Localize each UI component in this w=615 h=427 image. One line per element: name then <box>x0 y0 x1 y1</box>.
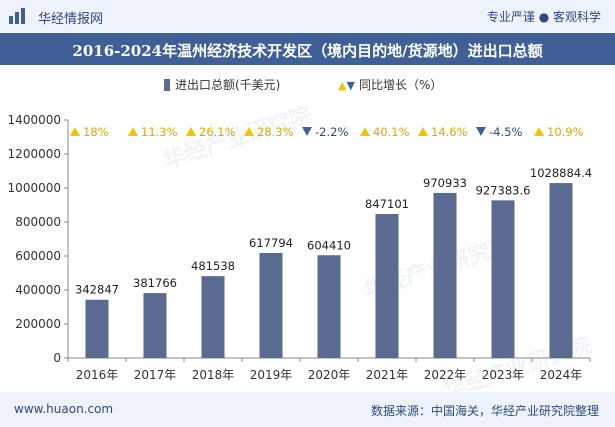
y-tick-label: 1000000 <box>8 181 61 195</box>
triangle-down-icon: ▼ <box>346 79 355 92</box>
y-tick-label: 1400000 <box>8 113 61 127</box>
bar-value-label: 847101 <box>365 197 409 211</box>
x-tick-label: 2016年 <box>76 368 119 382</box>
x-tick-label: 2018年 <box>192 368 235 382</box>
x-tick-label: 2017年 <box>134 368 177 382</box>
growth-label: 10.9% <box>547 125 584 139</box>
huajing-logo-icon <box>9 8 25 24</box>
y-tick-label: 400000 <box>15 283 61 297</box>
bar <box>259 252 283 358</box>
website-url: www.huaon.com <box>14 402 114 416</box>
bar <box>143 293 167 358</box>
x-tick-label: 2021年 <box>366 368 409 382</box>
y-tick-label: 0 <box>53 351 61 365</box>
y-tick-label: 1200000 <box>8 147 61 161</box>
legend-growth-label: 同比增长（%） <box>358 78 443 92</box>
y-tick-label: 600000 <box>15 249 61 263</box>
growth-label: -2.2% <box>315 125 348 139</box>
bar-value-label: 481538 <box>191 259 235 273</box>
data-source: 数据来源：中国海关，华经产业研究院整理 <box>370 404 599 418</box>
triangle-up-icon: ▲ <box>338 79 347 92</box>
bar-swatch-icon <box>164 79 170 91</box>
growth-up-marker <box>534 127 544 136</box>
growth-up-marker <box>418 127 428 136</box>
chart-title: 2016-2024年温州经济技术开发区（境内目的地/货源地）进出口总额 <box>72 42 543 60</box>
x-tick-label: 2020年 <box>308 368 351 382</box>
tagline: 专业严谨 ● 客观科学 <box>486 10 601 24</box>
y-tick-label: 800000 <box>15 215 61 229</box>
top-bar: 华经情报网 专业严谨 ● 客观科学 <box>0 0 615 33</box>
chart-legend: 进出口总额(千美元) ▲▼ 同比增长（%） <box>0 72 615 92</box>
legend-bar-label: 进出口总额(千美元) <box>175 78 281 92</box>
bar-value-label: 604410 <box>307 238 351 252</box>
y-tick-label: 200000 <box>15 317 61 331</box>
bar-value-label: 342847 <box>75 283 119 297</box>
growth-label: 40.1% <box>373 125 410 139</box>
bar-chart: 0 200000 400000 600000 800000 1000000 1200000 1… <box>8 113 593 382</box>
growth-label: 14.6% <box>431 125 468 139</box>
title-bar: 2016-2024年温州经济技术开发区（境内目的地/货源地）进出口总额 <box>0 33 615 65</box>
bar-value-label: 927383.6 <box>476 183 531 197</box>
bar <box>201 276 225 358</box>
bar-value-label: 970933 <box>423 176 467 190</box>
bar <box>85 299 109 358</box>
growth-down-marker <box>476 127 486 136</box>
footer-bar: www.huaon.com 数据来源：中国海关，华经产业研究院整理 <box>0 392 615 427</box>
bar <box>317 255 341 358</box>
growth-label: 11.3% <box>141 125 178 139</box>
bar <box>491 200 515 358</box>
x-tick-label: 2023年 <box>482 368 525 382</box>
bar <box>549 183 573 358</box>
bar-value-label: 617794 <box>249 236 293 250</box>
brand-name: 华经情报网 <box>38 12 104 27</box>
growth-label: 28.3% <box>257 125 294 139</box>
growth-label: 18% <box>83 125 109 139</box>
growth-up-marker <box>360 127 370 136</box>
growth-down-marker <box>302 127 312 136</box>
bar-value-label: 1028884.4 <box>530 166 592 180</box>
x-tick-label: 2024年 <box>540 368 583 382</box>
legend-item-bar: 进出口总额(千美元) <box>164 76 280 93</box>
x-tick-label: 2022年 <box>424 368 467 382</box>
bar <box>375 213 399 358</box>
growth-up-marker <box>186 127 196 136</box>
legend-item-growth: ▲▼ 同比增长（%） <box>338 76 442 93</box>
growth-label: -4.5% <box>489 125 522 139</box>
bar-value-label: 381766 <box>133 276 177 290</box>
bar <box>433 192 457 358</box>
growth-up-marker <box>128 127 138 136</box>
growth-up-marker <box>70 127 80 136</box>
x-tick-label: 2019年 <box>250 368 293 382</box>
growth-label: 26.1% <box>199 125 236 139</box>
growth-up-marker <box>244 127 254 136</box>
